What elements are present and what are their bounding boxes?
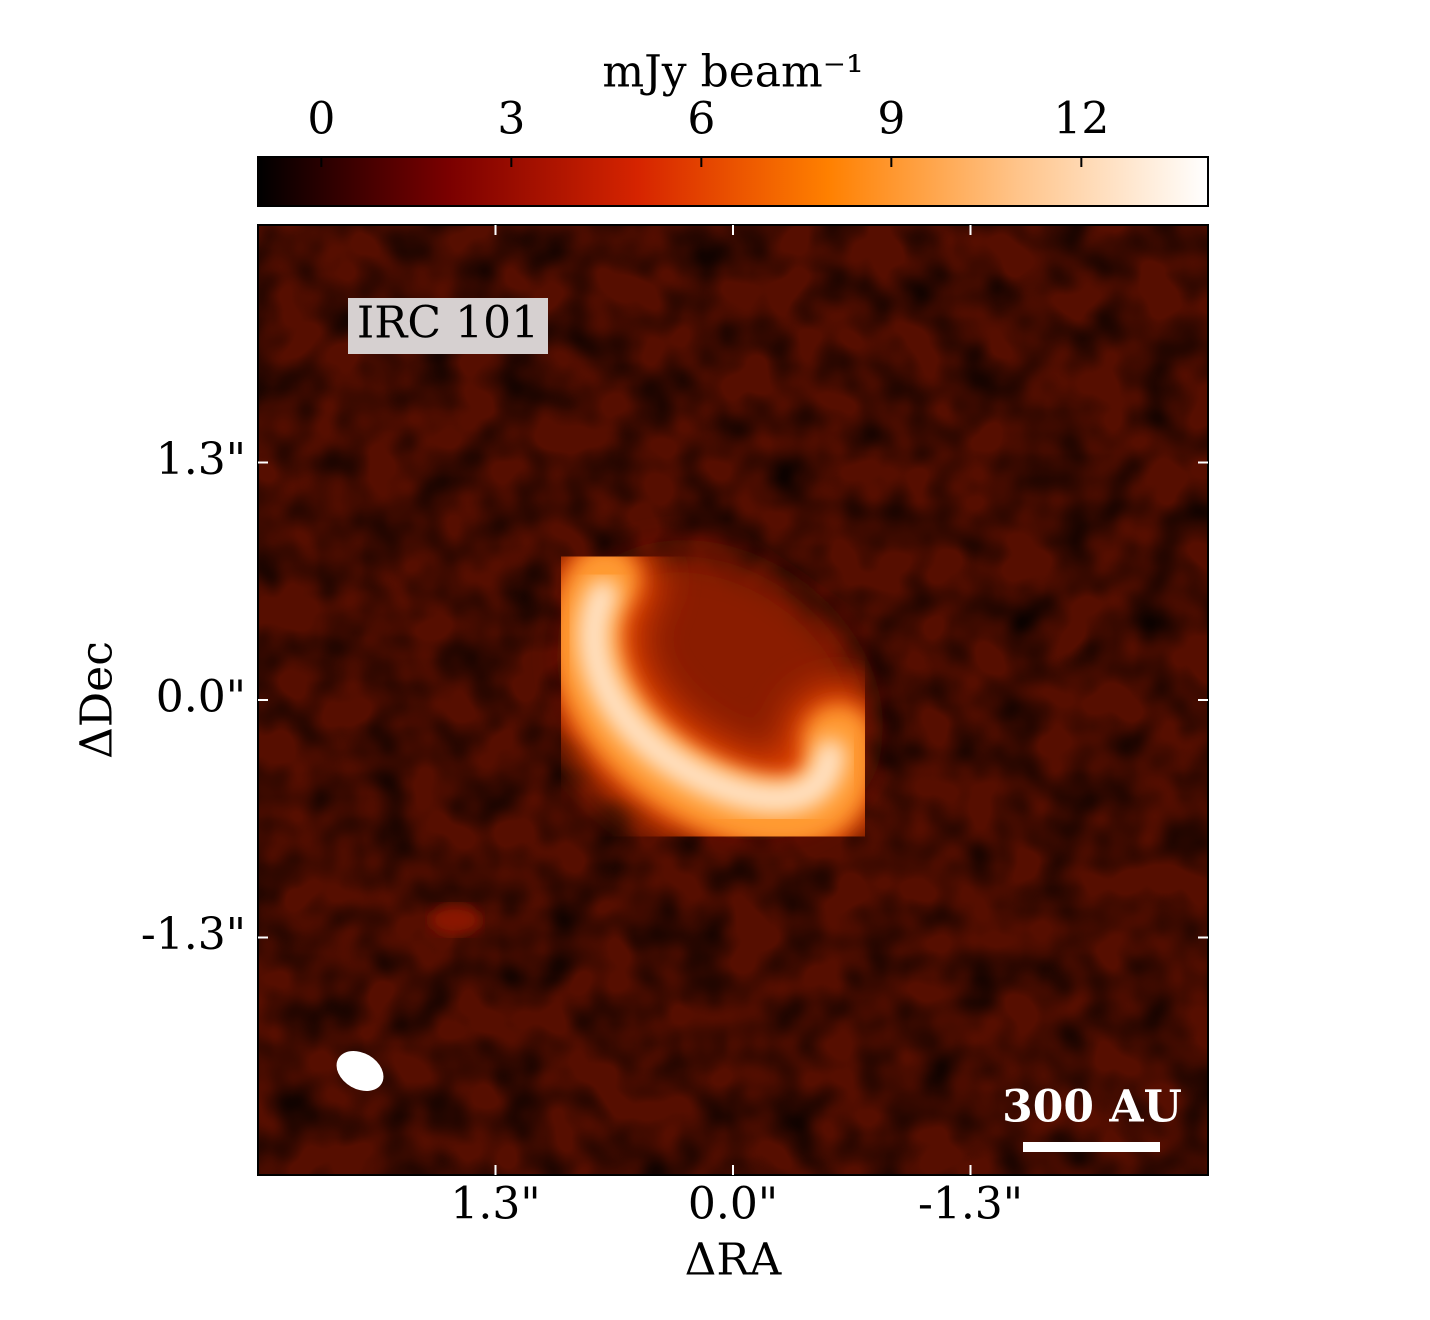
y-tick-label: 1.3" — [156, 434, 246, 485]
colorbar-tick-label: 9 — [877, 94, 905, 145]
y-tick-label: 0.0" — [156, 672, 246, 723]
image — [258, 225, 1208, 1175]
colorbar-tick-label: 6 — [687, 94, 715, 145]
x-tick-label: -1.3" — [918, 1179, 1023, 1230]
x-axis-label: ΔRA — [685, 1235, 783, 1286]
ring-core — [577, 579, 846, 815]
y-tick-label: -1.3" — [141, 909, 246, 960]
x-tick-label: 0.0" — [688, 1179, 778, 1230]
annotation: IRC 101 — [357, 298, 539, 349]
scale-bar-label: 300 AU — [1002, 1082, 1182, 1133]
beam — [336, 1051, 384, 1091]
y-axis-label: ΔDec — [72, 641, 123, 759]
annotation-box — [348, 298, 548, 354]
colorbar — [257, 156, 1209, 207]
x-tick-label: 1.3" — [450, 1179, 540, 1230]
colorbar-tick-label: 12 — [1053, 94, 1109, 145]
colorbar-label: mJy beam⁻¹ — [602, 47, 863, 98]
scale-bar — [1023, 1142, 1160, 1152]
blob — [430, 905, 480, 935]
colorbar-tick-label: 3 — [497, 94, 525, 145]
colorbar-tick-label: 0 — [307, 94, 335, 145]
